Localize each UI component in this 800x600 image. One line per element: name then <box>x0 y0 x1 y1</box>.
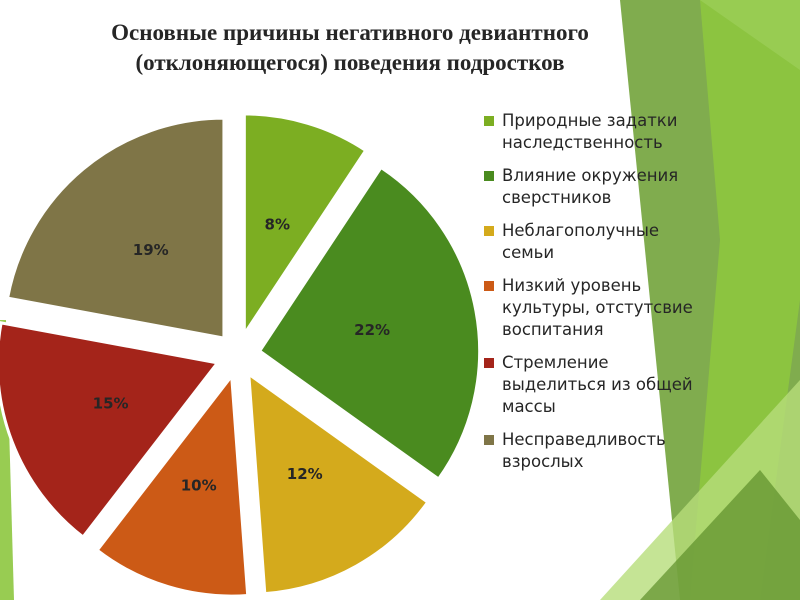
pie-slice-label: 10% <box>181 477 217 495</box>
chart-title-line-2: (отклоняющегося) поведения подростков <box>135 50 565 75</box>
decor-triangle-bottom-dark <box>640 470 800 600</box>
legend-swatch <box>484 281 494 291</box>
legend-label-line: воспитания <box>502 320 604 339</box>
legend-label-line: Неблагополучные <box>502 221 660 240</box>
pie-slice-label: 15% <box>93 395 129 413</box>
legend-swatch <box>484 435 494 445</box>
legend-label-line: культуры, отстутсвие <box>502 298 693 317</box>
legend-label-line: массы <box>502 397 556 416</box>
chart-title: Основные причины негативного девиантного… <box>20 18 680 78</box>
legend-label-line: Низкий уровень <box>502 276 642 295</box>
legend-label-line: Несправедливость <box>502 430 666 449</box>
legend-label-line: выделиться из общей <box>502 375 693 394</box>
pie-slice-label: 22% <box>354 321 390 339</box>
pie-slice-label: 8% <box>265 215 290 233</box>
legend-swatch <box>484 116 494 126</box>
legend-label-line: Влияние окружения <box>502 166 679 185</box>
legend-item: Низкий уровень культуры, отстутсвие воспит… <box>484 275 714 341</box>
legend-swatch <box>484 171 494 181</box>
legend-label-line: сверстников <box>502 188 612 207</box>
pie-slice <box>95 372 250 598</box>
legend-label-line: наследственность <box>502 133 663 152</box>
pie-slice <box>0 321 221 540</box>
legend-item: Стремление выделиться из общей массы <box>484 352 714 418</box>
pie-slice-label: 12% <box>287 465 323 483</box>
legend-label-line: Природные задатки <box>502 111 678 130</box>
legend-label-line: взрослых <box>502 452 584 471</box>
legend-item: Природные задатки наследственность <box>484 110 714 154</box>
pie-slice <box>257 165 482 482</box>
legend-item: Несправедливость взрослых <box>484 429 714 473</box>
legend-label-line: Стремление <box>502 353 609 372</box>
legend-swatch <box>484 226 494 236</box>
chart-title-line-1: Основные причины негативного девиантного <box>111 20 589 45</box>
pie-slice <box>5 116 226 340</box>
pie-slice <box>242 112 368 339</box>
legend-swatch <box>484 358 494 368</box>
pie-slice-label: 19% <box>133 241 169 259</box>
legend-item: Влияние окружения сверстников <box>484 165 714 209</box>
chart-legend: Природные задатки наследственность Влияние… <box>484 110 714 484</box>
pie-slice <box>247 371 430 596</box>
legend-item: Неблагополучные семьи <box>484 220 714 264</box>
legend-label-line: семьи <box>502 243 555 262</box>
